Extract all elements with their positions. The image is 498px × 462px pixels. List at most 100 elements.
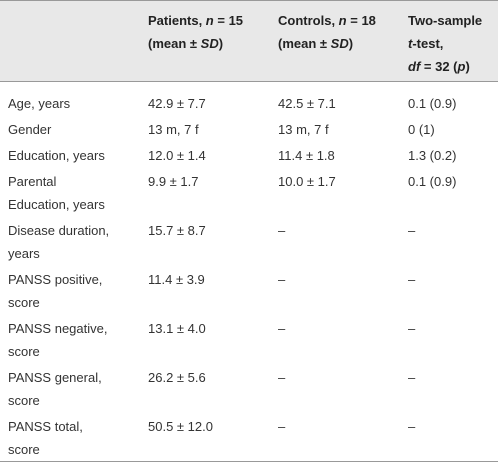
header-cell bbox=[0, 9, 140, 81]
header-text: Two-sample bbox=[408, 13, 483, 28]
header-line: Controls, n = 18 bbox=[278, 9, 400, 32]
table-cell: 13 m, 7 f bbox=[140, 118, 270, 141]
cell-text: – bbox=[278, 223, 286, 238]
table-cell: – bbox=[270, 317, 400, 363]
table-cell: – bbox=[400, 268, 498, 314]
table-cell: 1.3 (0.2) bbox=[400, 144, 498, 167]
header-text: = 18 bbox=[346, 13, 376, 28]
cell-text: 12.0 ± 1.4 bbox=[148, 148, 206, 163]
cell-text: – bbox=[278, 321, 286, 336]
table-row: Parental Education, years 9.9 ± 1.7 10.0 ± … bbox=[0, 167, 498, 216]
cell-text: 50.5 ± 12.0 bbox=[148, 419, 213, 434]
table-cell: – bbox=[270, 219, 400, 265]
row-label-line: score bbox=[8, 295, 40, 310]
header-line: Two-sample bbox=[408, 9, 498, 32]
table-cell: 26.2 ± 5.6 bbox=[140, 366, 270, 412]
row-label-line: score bbox=[8, 344, 40, 359]
cell-text: – bbox=[408, 272, 416, 287]
table-header: Patients, n = 15 (mean ± SD) Controls, n =… bbox=[0, 1, 498, 82]
table-row: Gender 13 m, 7 f 13 m, 7 f 0 (1) bbox=[0, 115, 498, 141]
table-cell: – bbox=[270, 415, 400, 461]
cell-text: 13 m, 7 f bbox=[278, 122, 329, 137]
row-label-line: PANSS positive, bbox=[8, 272, 103, 287]
table-cell: 0 (1) bbox=[400, 118, 498, 141]
table-cell: 11.4 ± 3.9 bbox=[140, 268, 270, 314]
table-cell: 13.1 ± 4.0 bbox=[140, 317, 270, 363]
row-label-line: PANSS general, bbox=[8, 370, 102, 385]
cell-text: 9.9 ± 1.7 bbox=[148, 174, 199, 189]
header-text: ) bbox=[218, 36, 224, 51]
table-row: Education, years 12.0 ± 1.4 11.4 ± 1.8 1.3 … bbox=[0, 141, 498, 167]
header-line: (mean ± SD) bbox=[278, 32, 400, 55]
row-label-line: Parental bbox=[8, 174, 57, 189]
header-text: df bbox=[408, 59, 421, 74]
header-text: SD bbox=[200, 36, 219, 51]
header-text: SD bbox=[330, 36, 349, 51]
table-cell: 13 m, 7 f bbox=[270, 118, 400, 141]
table-cell: – bbox=[400, 415, 498, 461]
table-row: Disease duration, years 15.7 ± 8.7 – – bbox=[0, 216, 498, 265]
header-text: ) bbox=[348, 36, 354, 51]
cell-text: 1.3 (0.2) bbox=[408, 148, 457, 163]
row-label: PANSS general, score bbox=[0, 366, 140, 412]
cell-text: – bbox=[408, 419, 416, 434]
table-cell: 0.1 (0.9) bbox=[400, 92, 498, 115]
cell-text: – bbox=[278, 370, 286, 385]
header-line: df = 32 (p) bbox=[408, 55, 498, 78]
header-cell: Two-sample t-test, df = 32 (p) bbox=[400, 9, 498, 81]
table-cell: 42.5 ± 7.1 bbox=[270, 92, 400, 115]
header-cell: Patients, n = 15 (mean ± SD) bbox=[140, 9, 270, 81]
table-cell: – bbox=[270, 366, 400, 412]
table-cell: – bbox=[270, 268, 400, 314]
cell-text: – bbox=[278, 272, 286, 287]
table-row: Age, years 42.9 ± 7.7 42.5 ± 7.1 0.1 (0.9) bbox=[0, 82, 498, 115]
header-text: n bbox=[338, 13, 347, 28]
table-cell: – bbox=[400, 366, 498, 412]
table-cell: 10.0 ± 1.7 bbox=[270, 170, 400, 216]
cell-text: 15.7 ± 8.7 bbox=[148, 223, 206, 238]
table-row: PANSS negative, score 13.1 ± 4.0 – – bbox=[0, 314, 498, 363]
row-label-line: score bbox=[8, 393, 40, 408]
row-label: PANSS total, score bbox=[0, 415, 140, 461]
cell-text: 0.1 (0.9) bbox=[408, 174, 457, 189]
header-text: (mean ± bbox=[278, 36, 331, 51]
header-text: t bbox=[408, 36, 413, 51]
row-label: Education, years bbox=[0, 144, 140, 167]
header-text: -test, bbox=[412, 36, 444, 51]
row-label-line: years bbox=[8, 246, 40, 261]
header-text: n bbox=[205, 13, 214, 28]
row-label: Age, years bbox=[0, 92, 140, 115]
table-cell: – bbox=[400, 219, 498, 265]
cell-text: 13.1 ± 4.0 bbox=[148, 321, 206, 336]
cell-text: 42.5 ± 7.1 bbox=[278, 96, 336, 111]
header-line: (mean ± SD) bbox=[148, 32, 270, 55]
cell-text: 26.2 ± 5.6 bbox=[148, 370, 206, 385]
table-cell: 15.7 ± 8.7 bbox=[140, 219, 270, 265]
cell-text: – bbox=[278, 419, 286, 434]
row-label-line: PANSS negative, bbox=[8, 321, 108, 336]
header-text: Controls, bbox=[278, 13, 339, 28]
header-line: Patients, n = 15 bbox=[148, 9, 270, 32]
table-cell: 50.5 ± 12.0 bbox=[140, 415, 270, 461]
row-label-line: Education, years bbox=[8, 197, 105, 212]
header-text: = 32 ( bbox=[420, 59, 458, 74]
table-cell: 12.0 ± 1.4 bbox=[140, 144, 270, 167]
table-body: Age, years 42.9 ± 7.7 42.5 ± 7.1 0.1 (0.9) G… bbox=[0, 82, 498, 461]
cell-text: 0.1 (0.9) bbox=[408, 96, 457, 111]
table-cell: 0.1 (0.9) bbox=[400, 170, 498, 216]
cell-text: 10.0 ± 1.7 bbox=[278, 174, 336, 189]
cell-text: 11.4 ± 3.9 bbox=[148, 272, 205, 287]
row-label-line: Gender bbox=[8, 122, 52, 137]
table-row: PANSS total, score 50.5 ± 12.0 – – bbox=[0, 412, 498, 461]
cell-text: – bbox=[408, 321, 416, 336]
cell-text: 13 m, 7 f bbox=[148, 122, 199, 137]
row-label-line: Age, years bbox=[8, 96, 71, 111]
header-text: = 15 bbox=[213, 13, 244, 28]
table-row: PANSS positive, score 11.4 ± 3.9 – – bbox=[0, 265, 498, 314]
row-label: PANSS negative, score bbox=[0, 317, 140, 363]
cell-text: 11.4 ± 1.8 bbox=[278, 148, 335, 163]
header-line: t-test, bbox=[408, 32, 498, 55]
table-cell: 42.9 ± 7.7 bbox=[140, 92, 270, 115]
row-label: Parental Education, years bbox=[0, 170, 140, 216]
